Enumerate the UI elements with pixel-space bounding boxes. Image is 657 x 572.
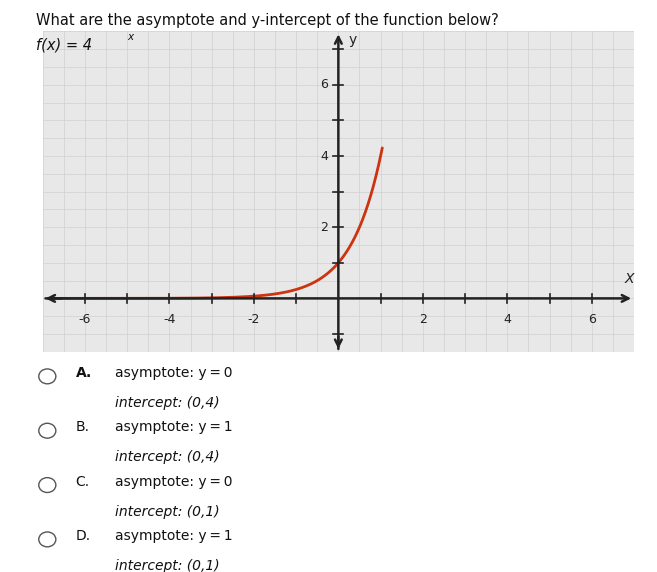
Text: intercept: (0,1): intercept: (0,1): [115, 559, 219, 572]
Text: intercept: (0,4): intercept: (0,4): [115, 396, 219, 410]
Text: B.: B.: [76, 420, 89, 434]
Text: y: y: [349, 33, 357, 47]
Text: f(x) = 4: f(x) = 4: [36, 37, 92, 52]
Text: intercept: (0,1): intercept: (0,1): [115, 505, 219, 518]
Text: A.: A.: [76, 366, 92, 380]
Text: 6: 6: [320, 78, 328, 92]
Text: -2: -2: [248, 313, 260, 325]
Text: asymptote: y = 0: asymptote: y = 0: [115, 475, 233, 488]
Text: -6: -6: [79, 313, 91, 325]
Text: asymptote: y = 1: asymptote: y = 1: [115, 529, 233, 543]
Text: 6: 6: [588, 313, 596, 325]
Text: X: X: [625, 272, 635, 286]
Text: x: x: [127, 32, 133, 42]
Text: 4: 4: [503, 313, 511, 325]
Text: -4: -4: [163, 313, 175, 325]
Text: 2: 2: [419, 313, 427, 325]
Text: 2: 2: [320, 221, 328, 234]
Text: D.: D.: [76, 529, 91, 543]
Text: 4: 4: [320, 149, 328, 162]
Text: asymptote: y = 0: asymptote: y = 0: [115, 366, 233, 380]
Text: C.: C.: [76, 475, 89, 488]
Text: What are the asymptote and y-intercept of the function below?: What are the asymptote and y-intercept o…: [36, 13, 499, 27]
Text: intercept: (0,4): intercept: (0,4): [115, 450, 219, 464]
Text: asymptote: y = 1: asymptote: y = 1: [115, 420, 233, 434]
